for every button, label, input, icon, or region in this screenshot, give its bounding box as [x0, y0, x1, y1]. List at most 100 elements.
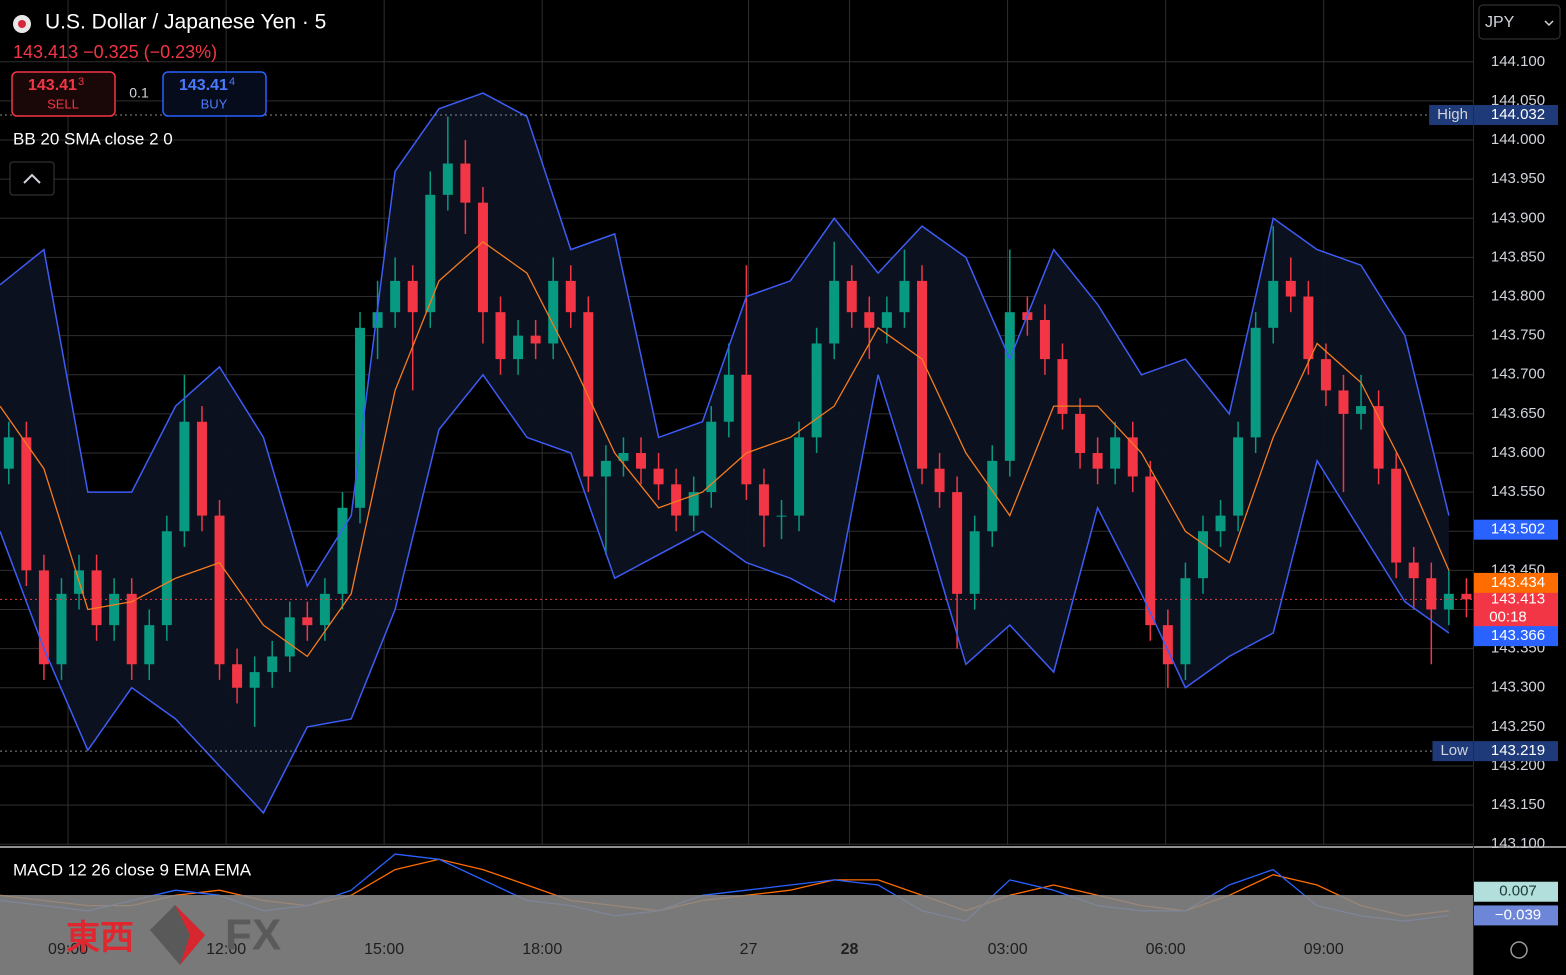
candle-body [899, 280, 910, 313]
macd-value-label: 0.007 [1499, 883, 1537, 900]
candle-body [91, 570, 102, 626]
candle-body [952, 492, 963, 594]
y-tick-label: 143.550 [1491, 483, 1545, 500]
watermark-banner [0, 895, 1473, 975]
candle-body [548, 280, 559, 344]
candle-body [1057, 359, 1068, 414]
ui: U.S. Dollar / Japanese Yen · 5 143.413 −… [9, 4, 1561, 965]
candle-body [565, 280, 576, 313]
candle-body [881, 312, 892, 328]
candle-body [1338, 390, 1349, 414]
macd-title: MACD 12 26 close 9 EMA EMA [13, 860, 252, 879]
candle-body [232, 664, 243, 688]
y-tick-label: 143.300 [1491, 679, 1545, 696]
x-tick-label: 12:00 [206, 941, 246, 958]
candle-body [249, 672, 260, 688]
candle-body [337, 507, 348, 594]
x-tick-label: 09:00 [1304, 941, 1344, 958]
candle-body [477, 202, 488, 313]
candle-body [706, 421, 717, 493]
candle-body [390, 280, 401, 313]
buy-pip: 4 [229, 76, 235, 88]
extreme-label: Low [1440, 742, 1468, 759]
extreme-tag [1474, 741, 1558, 762]
buy-button[interactable] [162, 71, 267, 117]
candle-body [636, 453, 647, 469]
candle-body [829, 280, 840, 344]
y-tick-label: 143.800 [1491, 288, 1545, 305]
candle-body [1303, 296, 1314, 360]
candle-body [1162, 625, 1173, 665]
buy-price: 143.41 [179, 77, 228, 94]
extreme-label-bg [1429, 105, 1473, 126]
y-tick-label: 143.100 [1491, 835, 1545, 852]
collapse-button[interactable] [9, 161, 55, 196]
y-tick-label: 144.100 [1491, 53, 1545, 70]
last-price: 143.413 [1491, 590, 1545, 607]
x-tick-label: 03:00 [988, 941, 1028, 958]
extreme-label: High [1437, 106, 1468, 123]
candle-body [741, 374, 752, 485]
y-tick-label: 144.000 [1491, 131, 1545, 148]
candle-body [671, 484, 682, 516]
price-tag [1474, 572, 1558, 593]
y-tick-label: 143.200 [1491, 757, 1545, 774]
settings-icon[interactable] [1510, 941, 1528, 959]
candle-body [1127, 437, 1138, 477]
y-tick-label: 144.050 [1491, 92, 1545, 109]
band-basis [0, 240, 1450, 658]
sell-price: 143.41 [28, 77, 77, 94]
candle-body [1320, 359, 1331, 391]
candle-body [495, 312, 506, 360]
candle-body [794, 437, 805, 516]
candle-body [355, 327, 366, 508]
candle-body [513, 335, 524, 360]
dropdown-icon [1544, 20, 1554, 27]
candle-body [811, 343, 822, 438]
candle-body [460, 163, 471, 203]
candle-body [302, 617, 313, 626]
buy-label: BUY [201, 96, 228, 111]
spread: 0.1 [129, 85, 149, 101]
y-tick-label: 143.750 [1491, 327, 1545, 344]
candle-body [56, 593, 67, 665]
candle-body [1233, 437, 1244, 516]
last-price-tag [1474, 589, 1558, 628]
candle-body [1250, 327, 1261, 438]
candle-body [758, 484, 769, 516]
candle-body [1391, 468, 1402, 563]
extreme-value: 144.032 [1491, 106, 1545, 123]
extreme-value: 143.219 [1491, 742, 1545, 759]
x-tick-label: 27 [740, 941, 758, 958]
sell-button[interactable] [11, 71, 116, 117]
candle-body [425, 194, 436, 313]
price-tag-label: 143.502 [1491, 521, 1545, 538]
x-tick-label: 15:00 [364, 941, 404, 958]
candle-body [284, 617, 295, 657]
countdown: 00:18 [1489, 608, 1527, 625]
candle-body [618, 453, 629, 461]
candle-body [1408, 562, 1419, 579]
candle-body [846, 280, 857, 313]
candle-body [583, 312, 594, 477]
currency-select[interactable] [1478, 4, 1561, 40]
candle-body [1092, 453, 1103, 469]
candle-body [1004, 312, 1015, 461]
candle-body [1075, 413, 1086, 454]
candle-body [1039, 320, 1050, 360]
y-tick-label: 143.900 [1491, 209, 1545, 226]
watermark-right: FX [225, 911, 281, 960]
sell-label: SELL [47, 96, 79, 111]
candle-body [688, 492, 699, 516]
candle-body [38, 570, 49, 665]
y-tick-label: 143.700 [1491, 366, 1545, 383]
candle-body [723, 374, 734, 422]
band-fill [0, 93, 1449, 813]
x-tick-label: 18:00 [522, 941, 562, 958]
candle-body [969, 531, 980, 594]
candle-body [1215, 515, 1226, 532]
y-tick-label: 143.650 [1491, 405, 1545, 422]
candle-body [161, 531, 172, 626]
